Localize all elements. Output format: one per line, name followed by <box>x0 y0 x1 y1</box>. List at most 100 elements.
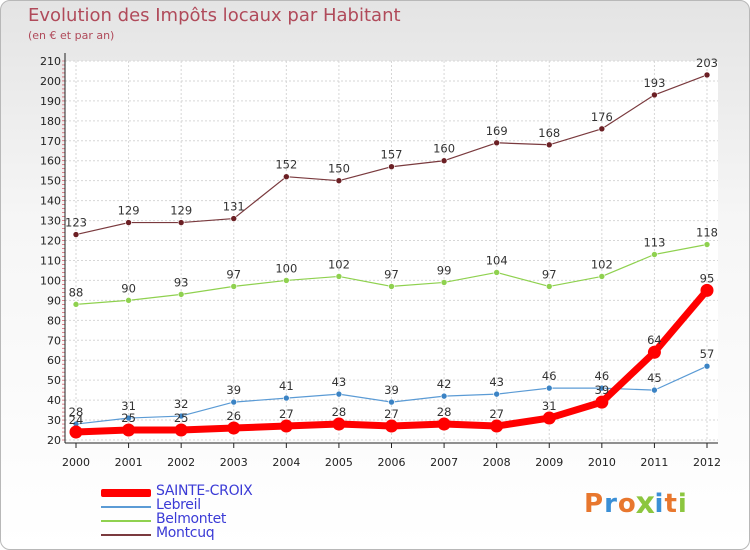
logo-letter: P <box>584 489 605 519</box>
y-tick-label: 40 <box>47 394 61 407</box>
data-label-lebreil: 45 <box>647 371 662 385</box>
data-point-belmontet <box>545 283 553 290</box>
y-tick-label: 130 <box>40 215 61 228</box>
data-label-montcuq: 152 <box>275 158 297 172</box>
data-point-montcuq <box>651 91 658 99</box>
data-point-lebreil <box>388 398 395 406</box>
data-label-montcuq: 203 <box>696 56 718 70</box>
logo-letter: t <box>664 489 678 519</box>
data-label-belmontet: 93 <box>174 275 189 289</box>
data-point-belmontet <box>388 283 395 290</box>
x-tick-label: 2012 <box>693 456 721 469</box>
data-label-sainte-croix: 31 <box>542 399 557 413</box>
data-point-lebreil <box>493 390 500 398</box>
data-label-montcuq: 157 <box>381 148 403 162</box>
x-tick-label: 2004 <box>272 456 300 469</box>
data-point-lebreil <box>283 394 290 402</box>
chart-subtitle: (en € et par an) <box>28 29 115 42</box>
data-label-belmontet: 97 <box>384 267 399 281</box>
y-tick-label: 210 <box>40 55 61 68</box>
data-label-lebreil: 46 <box>542 369 557 383</box>
data-label-montcuq: 193 <box>643 76 665 90</box>
data-point-lebreil <box>598 384 606 392</box>
legend-label: Lebreil <box>156 497 201 513</box>
data-label-belmontet: 90 <box>121 281 136 295</box>
data-point-sainte-croix <box>69 425 83 439</box>
data-point-montcuq <box>125 219 132 226</box>
data-label-sainte-croix: 25 <box>121 411 136 425</box>
data-point-sainte-croix <box>122 423 136 437</box>
data-label-belmontet: 97 <box>226 267 241 281</box>
y-tick-label: 20 <box>47 434 61 447</box>
data-label-lebreil: 43 <box>332 375 347 389</box>
legend-swatch-lebreil <box>101 506 151 508</box>
data-label-lebreil: 39 <box>384 383 399 397</box>
data-point-belmontet <box>440 279 448 286</box>
data-point-belmontet <box>703 241 711 248</box>
data-point-sainte-croix <box>279 419 293 433</box>
y-tick-label: 30 <box>47 414 61 427</box>
data-point-belmontet <box>493 269 500 276</box>
data-point-belmontet <box>651 251 658 258</box>
data-label-belmontet: 104 <box>486 253 508 267</box>
data-point-montcuq <box>493 139 500 147</box>
data-point-lebreil <box>545 384 553 392</box>
data-point-montcuq <box>177 219 185 226</box>
legend-swatch-montcuq <box>101 534 151 536</box>
data-point-lebreil <box>651 386 658 394</box>
legend-item: SAINTE-CROIX <box>101 483 321 500</box>
data-label-lebreil: 43 <box>489 375 504 389</box>
data-point-belmontet <box>283 277 290 284</box>
y-tick-label: 60 <box>47 354 61 367</box>
data-label-lebreil: 31 <box>121 399 136 413</box>
data-point-sainte-croix <box>227 421 241 435</box>
data-label-belmontet: 97 <box>542 267 557 281</box>
x-tick-label: 2010 <box>588 456 616 469</box>
data-point-lebreil <box>703 362 711 370</box>
data-label-sainte-croix: 64 <box>647 333 662 347</box>
data-label-montcuq: 160 <box>433 142 455 156</box>
proxiti-logo: Proxiti <box>584 487 688 522</box>
x-tick-label: 2005 <box>325 456 353 469</box>
data-point-belmontet <box>177 291 185 298</box>
legend-label: SAINTE-CROIX <box>156 483 253 499</box>
data-point-montcuq <box>72 231 80 238</box>
data-label-sainte-croix: 27 <box>279 407 294 421</box>
y-tick-label: 120 <box>40 235 61 248</box>
data-label-belmontet: 113 <box>643 235 665 249</box>
data-point-montcuq <box>230 215 238 222</box>
legend-item: Belmontet <box>101 511 321 528</box>
logo-letter: i <box>654 489 665 519</box>
data-point-sainte-croix <box>385 419 398 433</box>
legend-swatch-belmontet <box>101 520 151 522</box>
data-point-montcuq <box>388 163 395 171</box>
y-tick-label: 100 <box>40 274 61 287</box>
data-point-belmontet <box>230 283 238 290</box>
data-label-lebreil: 46 <box>595 369 610 383</box>
x-tick-label: 2009 <box>535 456 563 469</box>
data-label-sainte-croix: 26 <box>226 409 241 423</box>
data-label-belmontet: 102 <box>591 257 613 271</box>
data-label-belmontet: 102 <box>328 257 350 271</box>
data-label-belmontet: 100 <box>275 261 297 275</box>
data-point-belmontet <box>598 273 606 280</box>
data-label-montcuq: 123 <box>65 216 87 230</box>
data-point-montcuq <box>703 71 711 79</box>
x-tick-label: 2008 <box>483 456 511 469</box>
logo-letter: o <box>617 489 637 519</box>
data-label-lebreil: 32 <box>174 397 189 411</box>
data-label-belmontet: 88 <box>69 285 84 299</box>
legend-item: Lebreil <box>101 497 321 514</box>
data-point-montcuq <box>598 125 606 133</box>
data-point-lebreil <box>177 412 185 420</box>
data-label-montcuq: 150 <box>328 162 350 176</box>
data-point-lebreil <box>335 390 343 398</box>
legend: SAINTE-CROIX Lebreil Belmontet Montcuq <box>101 483 321 542</box>
x-tick-label: 2001 <box>115 456 143 469</box>
data-label-lebreil: 57 <box>700 347 715 361</box>
data-label-sainte-croix: 27 <box>384 407 399 421</box>
data-point-montcuq <box>440 157 448 165</box>
data-label-belmontet: 118 <box>696 226 718 240</box>
data-point-montcuq <box>335 177 343 184</box>
